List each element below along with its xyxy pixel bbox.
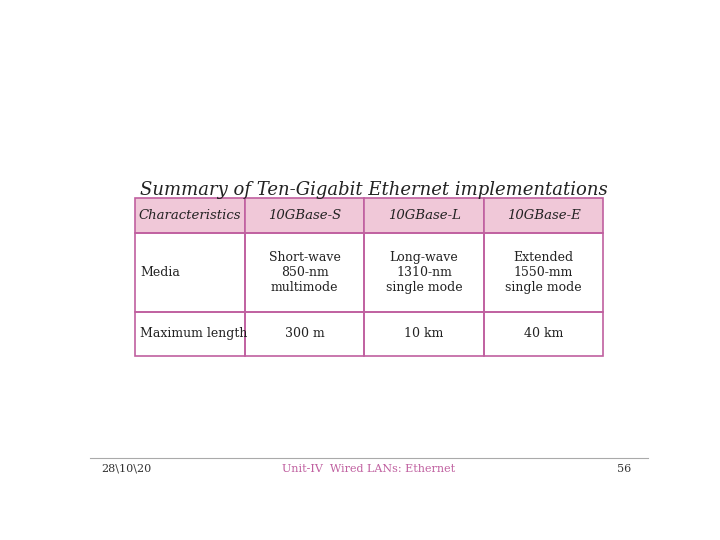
Text: Summary of Ten-Gigabit Ethernet implementations: Summary of Ten-Gigabit Ethernet implemen… (140, 181, 608, 199)
Bar (135, 233, 245, 312)
Text: Extended
1550-mm
single mode: Extended 1550-mm single mode (505, 251, 582, 294)
Bar (245, 198, 364, 233)
Bar (484, 198, 603, 233)
Bar (245, 233, 364, 312)
Bar (364, 198, 484, 233)
Text: 10 km: 10 km (405, 327, 444, 340)
Text: 56: 56 (617, 464, 631, 474)
Text: 10GBase-E: 10GBase-E (507, 209, 580, 222)
Bar (245, 312, 364, 356)
Text: Long-wave
1310-nm
single mode: Long-wave 1310-nm single mode (386, 251, 462, 294)
Text: 28\10\20: 28\10\20 (101, 464, 151, 474)
Text: Unit-IV  Wired LANs: Ethernet: Unit-IV Wired LANs: Ethernet (282, 464, 456, 474)
Bar (135, 198, 245, 233)
Bar (135, 312, 245, 356)
Text: Characteristics: Characteristics (138, 209, 241, 222)
Bar (484, 198, 603, 233)
Text: 40 km: 40 km (524, 327, 563, 340)
Bar (364, 233, 484, 312)
Bar (245, 198, 364, 233)
Text: 10GBase-S: 10GBase-S (268, 209, 341, 222)
Text: Short-wave
850-nm
multimode: Short-wave 850-nm multimode (269, 251, 341, 294)
Bar (364, 312, 484, 356)
Bar (135, 198, 245, 233)
Bar (484, 233, 603, 312)
Text: 10GBase-L: 10GBase-L (387, 209, 461, 222)
Bar (484, 312, 603, 356)
Text: 300 m: 300 m (284, 327, 325, 340)
Bar (364, 198, 484, 233)
Text: Media: Media (140, 266, 180, 279)
Text: Maximum length: Maximum length (140, 327, 248, 340)
